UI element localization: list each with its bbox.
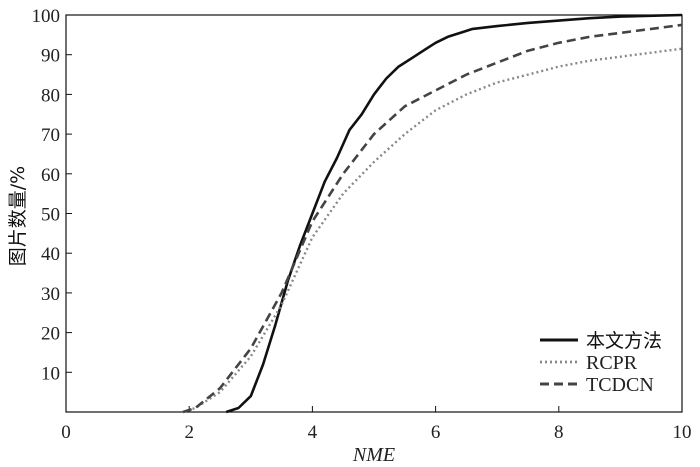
legend-label-0: 本文方法 xyxy=(586,330,662,352)
legend-label-2: TCDCN xyxy=(586,374,654,396)
y-tick-label: 100 xyxy=(32,6,61,27)
ticks: 0 2 4 6 8 10 10 20 30 40 50 60 70 80 90 100 xyxy=(32,6,692,443)
x-tick-label: 0 xyxy=(61,422,71,443)
series-line-1 xyxy=(182,47,683,414)
x-tick-label: 6 xyxy=(431,422,441,443)
legend-label-1: RCPR xyxy=(586,352,638,374)
y-tick-label: 20 xyxy=(41,324,60,345)
y-tick-label: 90 xyxy=(41,46,60,67)
y-tick-label: 30 xyxy=(41,284,60,305)
y-tick-label: 10 xyxy=(41,363,60,384)
y-tick-label: 60 xyxy=(41,165,60,186)
y-tick-label: 40 xyxy=(41,244,60,265)
y-tick-label: 50 xyxy=(41,205,60,226)
x-tick-label: 10 xyxy=(673,422,692,443)
y-tick-label: 80 xyxy=(41,85,60,106)
x-axis-title: NME xyxy=(352,444,395,466)
series-line-0 xyxy=(225,13,683,414)
x-tick-label: 4 xyxy=(308,422,318,443)
series-line-2 xyxy=(182,23,683,414)
series-lines xyxy=(182,13,683,414)
x-tick-label: 2 xyxy=(184,422,194,443)
y-axis-title: 图片数量/% xyxy=(7,166,29,266)
y-tick-label: 70 xyxy=(41,125,60,146)
x-tick-label: 8 xyxy=(554,422,564,443)
